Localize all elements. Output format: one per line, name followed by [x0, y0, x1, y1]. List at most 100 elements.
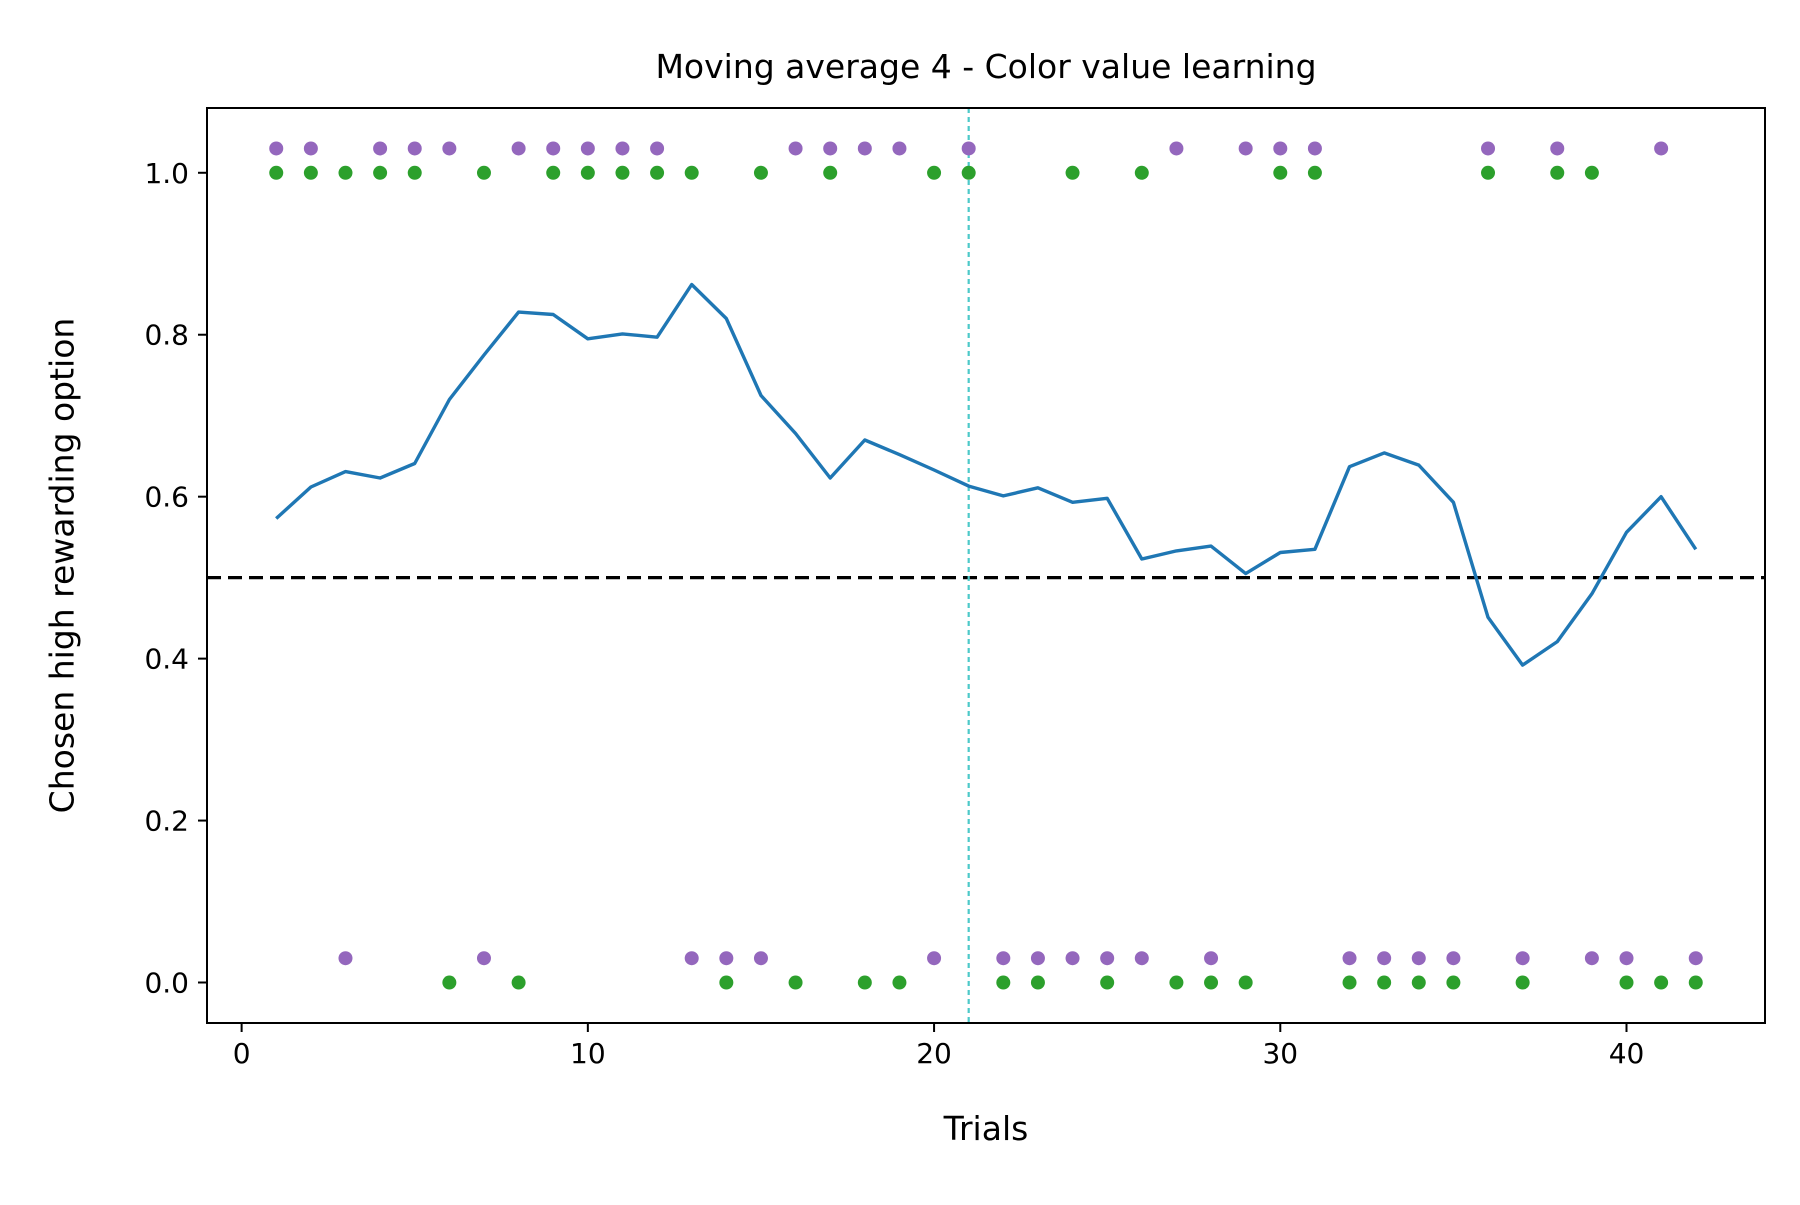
scatter-point-series-2	[1688, 975, 1703, 990]
scatter-point-series-2	[1619, 975, 1634, 990]
y-axis-ticks: 0.0 0.2 0.4 0.6 0.8 1.0	[144, 157, 207, 1000]
scatter-point-series-1	[615, 141, 630, 156]
scatter-point-series-1	[476, 951, 491, 966]
y-tick-label: 0.4	[144, 643, 189, 676]
scatter-point-series-1	[1446, 951, 1461, 966]
scatter-point-series-2	[996, 975, 1011, 990]
scatter-point-series-2	[788, 975, 803, 990]
scatter-point-series-2	[442, 975, 457, 990]
x-tick-label: 30	[1262, 1037, 1298, 1070]
scatter-point-series-2	[269, 165, 284, 180]
scatter-point-series-2	[684, 165, 699, 180]
scatter-point-series-1	[1134, 951, 1149, 966]
scatter-point-series-2	[927, 165, 942, 180]
scatter-point-series-2	[1584, 165, 1599, 180]
scatter-point-series-1	[753, 951, 768, 966]
line-series-layer	[275, 282, 1698, 667]
scatter-point-series-1	[1273, 141, 1288, 156]
moving-average-line	[275, 282, 1698, 667]
scatter-point-series-1	[1411, 951, 1426, 966]
y-axis-label: Chosen high rewarding option	[43, 318, 82, 814]
x-tick-label: 0	[233, 1037, 251, 1070]
x-tick-label: 20	[916, 1037, 952, 1070]
scatter-point-series-2	[1550, 165, 1565, 180]
scatter-point-series-2	[857, 975, 872, 990]
x-axis-ticks: 0 10 20 30 40	[233, 1023, 1645, 1070]
scatter-point-series-1	[442, 141, 457, 156]
y-tick-label: 0.8	[144, 319, 189, 352]
scatter-point-series-1	[857, 141, 872, 156]
scatter-point-series-1	[684, 951, 699, 966]
scatter-point-series-1	[1654, 141, 1669, 156]
scatter-point-series-1	[546, 141, 561, 156]
x-tick-label: 10	[570, 1037, 606, 1070]
scatter-point-series-2	[1065, 165, 1080, 180]
x-axis-label: Trials	[943, 1109, 1029, 1148]
scatter-point-series-2	[1238, 975, 1253, 990]
scatter-point-series-2	[823, 165, 838, 180]
scatter-point-series-1	[1307, 141, 1322, 156]
scatter-point-series-1	[511, 141, 526, 156]
scatter-point-series-2	[1411, 975, 1426, 990]
scatter-point-series-2	[580, 165, 595, 180]
scatter-point-series-1	[823, 141, 838, 156]
scatter-point-series-1	[407, 141, 422, 156]
scatter-point-series-2	[1204, 975, 1219, 990]
scatter-point-series-1	[1481, 141, 1496, 156]
scatter-point-series-2	[373, 165, 388, 180]
plot-area-frame	[206, 107, 1766, 1024]
scatter-point-series-1	[961, 141, 976, 156]
scatter-point-series-2	[1100, 975, 1115, 990]
scatter-point-series-1	[1619, 951, 1634, 966]
scatter-point-series-1	[1204, 951, 1219, 966]
scatter-point-series-2	[546, 165, 561, 180]
scatter-point-series-2	[615, 165, 630, 180]
scatter-point-series-2	[1169, 975, 1184, 990]
scatter-point-series-2	[1273, 165, 1288, 180]
scatter-point-series-2	[1030, 975, 1045, 990]
scatter-point-series-2	[1515, 975, 1530, 990]
scatter-point-series-1	[788, 141, 803, 156]
scatter-point-series-2	[1134, 165, 1149, 180]
scatter-point-series-2	[1307, 165, 1322, 180]
scatter-point-series-2	[1481, 165, 1496, 180]
scatter-point-series-2	[1342, 975, 1357, 990]
scatter-point-series-2	[650, 165, 665, 180]
y-tick-label: 0.6	[144, 481, 189, 514]
scatter-point-series-1	[1377, 951, 1392, 966]
reference-lines-layer	[207, 108, 1765, 1023]
y-tick-label: 0.2	[144, 805, 189, 838]
scatter-point-series-1	[269, 141, 284, 156]
scatter-point-series-2	[407, 165, 422, 180]
scatter-point-series-2	[511, 975, 526, 990]
scatter-point-series-1	[1515, 951, 1530, 966]
scatter-point-series-1	[1065, 951, 1080, 966]
scatter-point-series-1	[1169, 141, 1184, 156]
scatter-point-series-1	[927, 951, 942, 966]
scatter-point-series-1	[650, 141, 665, 156]
scatter-point-series-2	[961, 165, 976, 180]
scatter-point-series-1	[580, 141, 595, 156]
scatter-point-series-2	[338, 165, 353, 180]
scatter-point-series-1	[892, 141, 907, 156]
scatter-point-series-1	[719, 951, 734, 966]
scatter-point-series-1	[1238, 141, 1253, 156]
scatter-point-series-2	[1654, 975, 1669, 990]
scatter-point-series-1	[1342, 951, 1357, 966]
scatter-point-series-2	[892, 975, 907, 990]
scatter-point-series-1	[1584, 951, 1599, 966]
scatter-point-series-1	[996, 951, 1011, 966]
x-tick-label: 40	[1609, 1037, 1645, 1070]
y-tick-label: 0.0	[144, 967, 189, 1000]
scatter-point-series-2	[1446, 975, 1461, 990]
scatter-point-series-1	[338, 951, 353, 966]
scatter-point-series-1	[1550, 141, 1565, 156]
scatter-point-series-2	[1377, 975, 1392, 990]
y-tick-label: 1.0	[144, 157, 189, 190]
scatter-point-series-1	[1030, 951, 1045, 966]
scatter-point-series-2	[303, 165, 318, 180]
scatter-point-series-1	[303, 141, 318, 156]
scatter-point-series-2	[719, 975, 734, 990]
